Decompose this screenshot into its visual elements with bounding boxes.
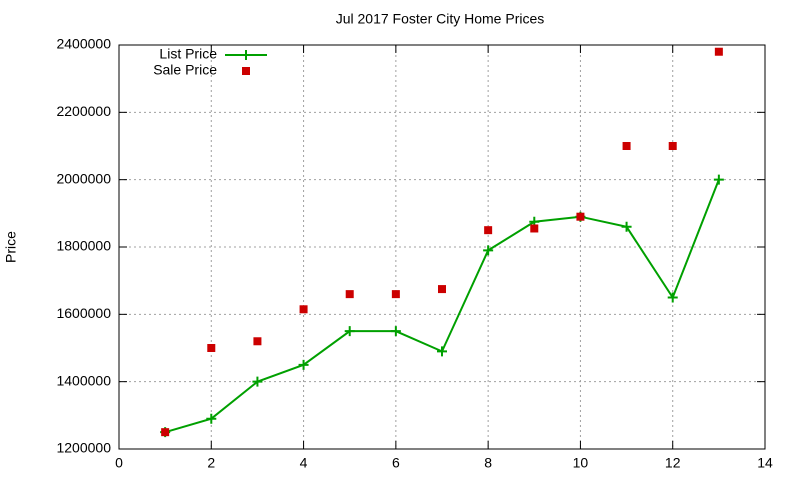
point [622, 142, 631, 150]
y-tick-label: 2000000 [56, 170, 111, 186]
y-tick-label: 2400000 [56, 36, 111, 52]
x-tick-label: 0 [115, 455, 123, 471]
y-tick-label: 1400000 [56, 372, 111, 388]
point [299, 305, 308, 314]
series-line [164, 179, 720, 434]
y-tick-label: 1600000 [56, 305, 111, 321]
point [345, 290, 354, 299]
x-tick-label: 14 [757, 455, 773, 471]
x-tick-label: 8 [484, 455, 492, 471]
point [576, 212, 585, 221]
point [390, 326, 401, 337]
y-tick-label: 1800000 [56, 238, 111, 254]
point [298, 359, 309, 370]
point [344, 326, 355, 337]
legend-marker [241, 50, 251, 60]
y-tick-label: 2200000 [56, 103, 111, 119]
point [207, 344, 216, 352]
x-tick-label: 4 [300, 455, 308, 471]
legend-marker [242, 67, 250, 75]
point [206, 413, 217, 424]
point [483, 245, 494, 256]
x-tick-label: 10 [573, 455, 589, 471]
point [161, 428, 170, 437]
point [668, 142, 677, 150]
plot-frame [118, 44, 766, 450]
point [253, 337, 262, 346]
chart-title: Jul 2017 Foster City Home Prices [336, 11, 545, 27]
x-tick-label: 6 [392, 455, 400, 471]
x-tick-label: 12 [665, 455, 681, 471]
point [667, 292, 678, 303]
y-tick-label: 1200000 [56, 440, 111, 456]
point [391, 290, 400, 299]
point [530, 224, 539, 233]
legend-label: Sale Price [153, 62, 217, 78]
point [484, 226, 493, 235]
point [621, 221, 632, 232]
y-axis-label: Price [3, 231, 19, 263]
legend-label: List Price [159, 46, 217, 62]
point [713, 174, 724, 185]
point [437, 346, 447, 357]
x-tick-label: 2 [207, 455, 215, 471]
point [438, 285, 446, 294]
point [252, 376, 263, 387]
point [714, 47, 723, 56]
